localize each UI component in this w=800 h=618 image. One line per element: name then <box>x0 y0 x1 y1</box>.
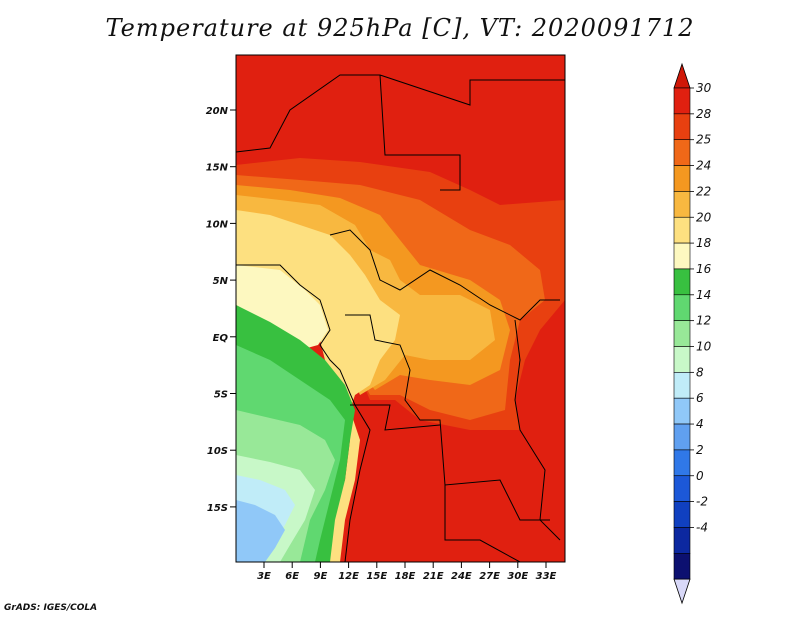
lat-label: 5S <box>214 390 228 401</box>
colorbar-label: 22 <box>696 184 711 198</box>
lon-label: 3E <box>257 571 271 582</box>
border-line <box>514 319 561 541</box>
colorbar-segment <box>673 397 691 425</box>
colorbar-segment <box>673 165 691 192</box>
longitude-axis: 3E 6E 9E 12E 15E 18E 21E 24E 27E 30E 33E <box>257 562 557 582</box>
colorbar-segment <box>673 191 691 218</box>
colorbar-label: 14 <box>696 288 711 302</box>
border-line <box>345 314 550 521</box>
lon-label: 33E <box>536 571 557 582</box>
colorbar-label: 18 <box>696 236 712 250</box>
colorbar-label: -4 <box>696 520 708 534</box>
lon-label: 12E <box>338 571 359 582</box>
lat-label: EQ <box>213 333 229 344</box>
colorbar-label: 12 <box>696 314 711 328</box>
lat-label: 10N <box>206 219 229 230</box>
colorbar-label: 25 <box>696 133 711 147</box>
lat-label: 10S <box>207 446 228 457</box>
field-20c-region <box>236 210 400 562</box>
colorbar-segment <box>673 449 691 477</box>
lat-label: 15S <box>207 503 228 514</box>
border-line <box>236 74 565 153</box>
lat-label: 5N <box>213 276 229 287</box>
colorbar-label: 10 <box>696 340 712 354</box>
colorbar-segment <box>673 242 691 270</box>
colorbar-label: 20 <box>696 210 712 224</box>
colorbar-label: -2 <box>696 495 708 509</box>
temperature-field <box>236 55 565 562</box>
border-line <box>444 485 521 562</box>
colorbar-segment <box>673 527 691 554</box>
field-6c-region <box>236 500 285 562</box>
colorbar-label: 24 <box>696 159 711 173</box>
lon-label: 21E <box>423 571 444 582</box>
lon-label: 30E <box>507 571 528 582</box>
colorbar-segment <box>673 139 691 166</box>
colorbar-label: 30 <box>696 81 712 95</box>
lat-label: 20N <box>206 106 229 117</box>
colorbar-label: 16 <box>696 262 712 276</box>
lon-label: 27E <box>479 571 500 582</box>
lon-label: 6E <box>285 571 299 582</box>
field-18c-region <box>236 265 328 350</box>
colorbar-segment <box>673 475 691 502</box>
colorbar-label: 28 <box>696 107 712 121</box>
lon-label: 18E <box>395 571 416 582</box>
colorbar-segment <box>673 294 691 321</box>
plot-frame <box>235 54 566 563</box>
colorbar-segment <box>673 268 691 296</box>
colorbar-segment <box>673 501 691 528</box>
colorbar-label: 0 <box>696 469 704 483</box>
colorbar-segment <box>673 216 691 244</box>
border-line <box>379 74 461 191</box>
lon-label: 9E <box>314 571 328 582</box>
latitude-axis: 20N 15N 10N 5N EQ 5S 10S 15S <box>206 106 236 514</box>
colorbar-segment <box>673 113 691 140</box>
colorbar-segment <box>673 552 691 580</box>
colorbar-label: 2 <box>696 443 704 457</box>
colorbar-segment <box>673 346 691 373</box>
colorbar-top-arrow <box>673 62 691 89</box>
colorbar-segment <box>673 372 691 399</box>
lat-label: 15N <box>206 163 229 174</box>
colorbar-label: 8 <box>696 365 704 379</box>
border-line <box>236 264 371 562</box>
colorbar-segment <box>673 87 691 115</box>
colorbar-label: 6 <box>696 391 704 405</box>
colorbar-segment <box>673 320 691 347</box>
colorbar-label: 4 <box>696 417 704 431</box>
grads-credit: GrADS: IGES/COLA <box>4 603 98 613</box>
lon-label: 24E <box>451 571 472 582</box>
border-line <box>350 404 441 431</box>
border-line <box>329 229 560 321</box>
country-borders <box>236 74 565 562</box>
colorbar-segment <box>673 423 691 451</box>
lon-label: 15E <box>366 571 387 582</box>
colorbar-bottom-arrow <box>673 578 691 605</box>
chart-title: Temperature at 925hPa [C], VT: 202009171… <box>105 14 695 42</box>
